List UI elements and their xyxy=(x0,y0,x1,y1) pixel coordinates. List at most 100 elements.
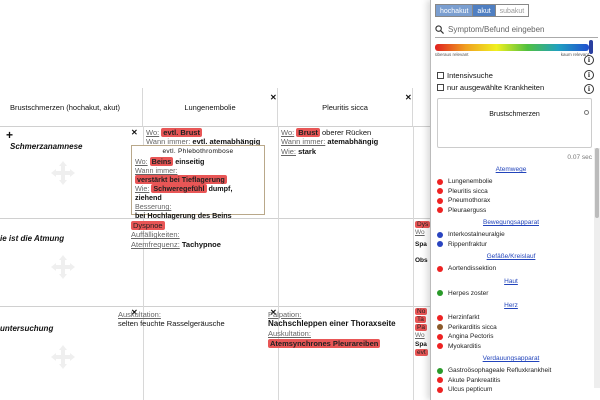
category-header[interactable]: Gefäße/Kreislauf xyxy=(486,253,536,260)
disease-item[interactable]: Herzinfarkt xyxy=(437,314,479,321)
disease-item[interactable]: Pleuritis sicca xyxy=(437,188,488,195)
scrollbar-thumb[interactable] xyxy=(595,148,599,218)
tab-hochakut[interactable]: hochakut xyxy=(435,4,473,17)
category-header[interactable]: Verdauungsapparat xyxy=(482,355,540,362)
close-lungenembolie-icon[interactable]: ✕ xyxy=(270,93,277,102)
diagnosis-grid: Brustschmerzen (hochakut, akut) Lungenem… xyxy=(0,88,450,400)
relevance-dot-icon xyxy=(437,377,443,383)
label-wann: Wann immer: xyxy=(135,166,178,176)
disease-item[interactable]: Pleuraerguss xyxy=(437,207,486,214)
search-panel: hochakut akut subakut überaus relevant k… xyxy=(430,0,600,400)
label-wie: Wie: xyxy=(135,184,150,194)
move-icon xyxy=(51,345,75,369)
row-label-schmerzanamnese: Schmerzanamnese xyxy=(10,142,83,151)
disease-item[interactable]: Gastroösophageale Refluxkrankheit xyxy=(437,367,551,374)
relevance-dot-icon xyxy=(437,367,443,374)
close-pleuritis-icon[interactable]: ✕ xyxy=(405,93,412,102)
disease-item-label: Rippenfraktur xyxy=(448,240,488,248)
disease-item-label: Aortendissektion xyxy=(448,265,497,272)
disease-item-label: Pleuraerguss xyxy=(448,206,487,214)
ausgewaehlt-checkbox[interactable] xyxy=(437,84,444,91)
relevance-dot-icon xyxy=(437,178,443,185)
disease-item[interactable]: Perikarditis sicca xyxy=(437,324,497,331)
close-row-icon[interactable]: ✕ xyxy=(131,308,138,317)
disease-item-label: Myokarditis xyxy=(448,342,481,350)
value-wo-suffix: oberer Rücken xyxy=(321,128,372,137)
header-pleuritis-label: Pleuritis sicca xyxy=(322,102,368,112)
row-label-atmung: ie ist die Atmung xyxy=(0,234,65,243)
disease-item[interactable]: Ulcus pepticum xyxy=(437,386,492,393)
label-auskultation: Auskultation: xyxy=(118,310,161,319)
disease-item[interactable]: Akute Pankreatitis xyxy=(437,377,500,384)
value-wo: Brust xyxy=(296,128,320,137)
relevance-dot-icon xyxy=(437,265,443,272)
header-symptom-label: Brustschmerzen (hochakut, akut) xyxy=(9,102,121,112)
disease-item[interactable]: Lungenembolie xyxy=(437,178,492,185)
results-scrollbar[interactable] xyxy=(594,148,600,388)
intensivsuche-checkbox[interactable] xyxy=(437,72,444,79)
value-besserung: bei Hochlagerung des Beins xyxy=(135,211,232,221)
value-dyspnoe: Dyspnoe xyxy=(131,221,165,230)
disease-item[interactable]: Rippenfraktur xyxy=(437,241,487,248)
cell-lungenembolie-atmung: Dyspnoe Auffälligkeiten: Atemfrequenz: T… xyxy=(131,221,271,249)
disease-item[interactable]: Pneumothorax xyxy=(437,197,490,204)
tab-subakut[interactable]: subakut xyxy=(494,4,530,17)
selected-symptom-brustschmerzen[interactable]: Brustschmerzen xyxy=(489,111,540,118)
category-header[interactable]: Bewegungsapparat xyxy=(482,219,539,226)
add-icon[interactable]: + xyxy=(6,128,14,142)
relevance-label-right: kaum relevant xyxy=(560,52,589,57)
label-besserung: Besserung: xyxy=(135,202,172,212)
relevance-dot-icon xyxy=(437,231,443,238)
value-auskultation: Atemsynchrones Pleurareiben xyxy=(268,338,381,348)
relevance-dot-icon xyxy=(437,241,443,247)
intensivsuche-row: Intensivsuche xyxy=(437,71,493,80)
label-auffaelligkeiten: Auffälligkeiten: xyxy=(131,230,180,240)
relevance-dot-icon xyxy=(437,207,443,213)
value-partial: Pa xyxy=(415,324,427,332)
value-partial: evt xyxy=(415,348,428,356)
disease-item-label: Pleuritis sicca xyxy=(448,187,488,195)
relevance-slider-handle[interactable] xyxy=(589,40,593,54)
disease-item[interactable]: Myokarditis xyxy=(437,343,481,350)
disease-item[interactable]: Herpes zoster xyxy=(437,290,488,297)
remove-symptom-icon[interactable] xyxy=(584,110,589,115)
selected-symptoms-box[interactable]: Brustschmerzen xyxy=(437,98,592,148)
search-input[interactable] xyxy=(448,25,588,34)
disease-item[interactable]: Angina Pectoris xyxy=(437,333,494,340)
disease-item-label: Interkostalneuralgie xyxy=(448,231,505,238)
disease-item-label: Herpes zoster xyxy=(448,289,489,297)
relevance-dot-icon xyxy=(437,314,443,321)
label-wo: Wo: xyxy=(135,157,148,167)
relevance-slider[interactable] xyxy=(435,44,589,51)
label-palpation: Palpation: xyxy=(268,310,302,319)
cell-lungenembolie-schmerz: Wo: evtl. Brust Wann immer: evtl. atemab… xyxy=(146,128,274,147)
move-icon xyxy=(51,255,75,279)
close-cell-icon[interactable]: ✕ xyxy=(270,308,277,317)
value-wie: stark xyxy=(298,146,317,156)
info-icon[interactable]: i xyxy=(584,55,594,65)
tab-akut[interactable]: akut xyxy=(472,4,495,17)
row-label-untersuchung: untersuchung xyxy=(0,324,54,333)
value-auskultation: selten feuchte Rasselgeräusche xyxy=(118,319,225,329)
value-wo-suffix: einseitig xyxy=(175,157,205,167)
cell-partial-col: Dys Wo Spa Obs xyxy=(415,221,435,266)
move-icon xyxy=(51,161,75,185)
category-header[interactable]: Haut xyxy=(504,277,518,285)
info-icon[interactable]: i xyxy=(584,84,594,94)
disease-item[interactable]: Interkostalneuralgie xyxy=(437,231,505,238)
disease-item[interactable]: Aortendissektion xyxy=(437,265,496,272)
close-row-icon[interactable]: ✕ xyxy=(131,128,138,137)
label-wie: Wie: xyxy=(281,146,296,156)
label-partial: Wo xyxy=(415,229,425,237)
header-lungenembolie: Lungenembolie xyxy=(143,88,278,126)
category-header[interactable]: Atemwege xyxy=(495,166,527,173)
search-bar xyxy=(435,22,598,38)
divider xyxy=(413,126,414,400)
value-wann: atemabhängig xyxy=(327,137,379,147)
header-pleuritis: Pleuritis sicca xyxy=(278,88,413,126)
category-header[interactable]: Herz xyxy=(504,302,518,309)
value-wie: Schweregefühl xyxy=(151,184,207,194)
info-icon[interactable]: i xyxy=(584,70,594,80)
nested-phlebothrombose: evtl. Phlebothrombose Wo: Beins einseiti… xyxy=(131,145,265,220)
value-wann: verstärkt bei Tieflagerung xyxy=(135,175,227,185)
